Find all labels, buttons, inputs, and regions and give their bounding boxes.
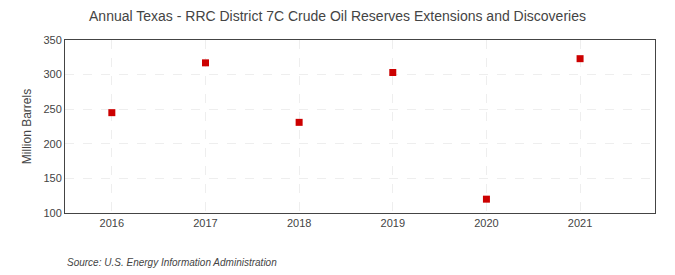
svg-text:300: 300 <box>43 68 61 80</box>
svg-text:200: 200 <box>43 138 61 150</box>
svg-text:2018: 2018 <box>287 217 311 229</box>
svg-text:100: 100 <box>43 207 61 219</box>
svg-text:2016: 2016 <box>100 217 124 229</box>
svg-text:2017: 2017 <box>193 217 217 229</box>
svg-text:Source: U.S. Energy Informatio: Source: U.S. Energy Information Administ… <box>67 257 277 268</box>
svg-text:Million Barrels: Million Barrels <box>20 89 34 164</box>
svg-text:150: 150 <box>43 172 61 184</box>
svg-text:2020: 2020 <box>474 217 498 229</box>
svg-text:2019: 2019 <box>381 217 405 229</box>
svg-text:350: 350 <box>43 34 61 46</box>
svg-text:250: 250 <box>43 103 61 115</box>
svg-text:Annual Texas - RRC District 7C: Annual Texas - RRC District 7C Crude Oil… <box>89 8 586 24</box>
svg-text:2021: 2021 <box>568 217 592 229</box>
